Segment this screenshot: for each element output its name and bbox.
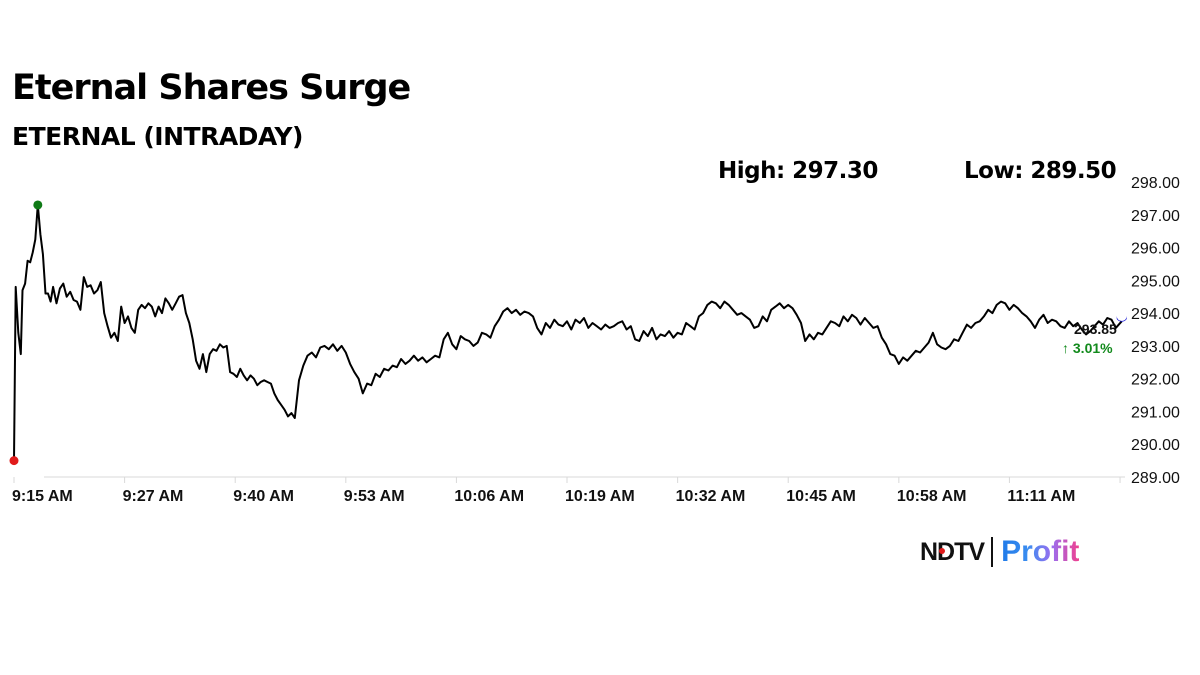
y-tick-label: 296.00 <box>1131 241 1180 258</box>
x-tick-label: 9:40 AM <box>233 488 294 505</box>
y-tick-label: 289.00 <box>1131 470 1180 487</box>
y-tick-label: 294.00 <box>1131 306 1180 323</box>
x-tick-label: 9:15 AM <box>12 488 73 505</box>
y-tick-label: 297.00 <box>1131 208 1180 225</box>
x-tick-label: 10:32 AM <box>676 488 746 505</box>
ndtv-wordmark: NDTV <box>920 537 985 566</box>
low-stat: Low: 289.50 <box>964 158 1117 184</box>
y-tick-label: 291.00 <box>1131 404 1180 421</box>
price-line <box>13 203 1123 461</box>
x-tick-label: 9:27 AM <box>123 488 184 505</box>
y-tick-label: 292.00 <box>1131 372 1180 389</box>
x-tick-label: 11:11 AM <box>1007 488 1075 505</box>
low-point-marker <box>9 456 19 466</box>
last-price-marker <box>1116 316 1127 322</box>
ndtv-red-dot-icon <box>939 547 945 554</box>
last-change-label: ↑ 3.01% <box>1062 340 1113 356</box>
chart-subtitle: ETERNAL (INTRADAY) <box>12 122 303 151</box>
y-tick-label: 298.00 <box>1131 175 1180 192</box>
y-axis: 298.00 297.00 296.00 295.00 294.00 293.00 292.… <box>1131 175 1180 487</box>
chart-title: Eternal Shares Surge <box>12 68 411 108</box>
x-tick-label: 10:58 AM <box>897 488 967 505</box>
y-tick-label: 293.00 <box>1131 339 1180 356</box>
y-tick-label: 290.00 <box>1131 437 1180 454</box>
x-tick-label: 10:19 AM <box>565 488 635 505</box>
x-tick-label: 9:53 AM <box>344 488 405 505</box>
x-tick-label: 10:45 AM <box>786 488 856 505</box>
y-tick-label: 295.00 <box>1131 273 1180 290</box>
profit-wordmark: Profit <box>1001 535 1080 568</box>
last-price-label: 293.85 <box>1074 321 1117 337</box>
high-stat: High: 297.30 <box>718 158 878 184</box>
logo-divider <box>991 537 994 567</box>
high-point-marker <box>33 200 43 210</box>
x-tick-label: 10:06 AM <box>454 488 524 505</box>
x-axis: 9:15 AM 9:27 AM 9:40 AM 9:53 AM 10:06 AM 10:1… <box>12 477 1121 505</box>
ndtv-profit-logo: NDTV Profit <box>920 534 1079 570</box>
